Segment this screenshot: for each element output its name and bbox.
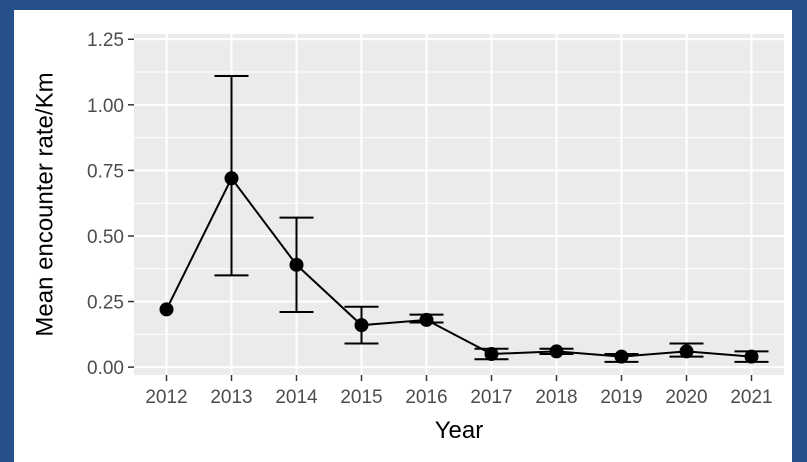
x-tick-label: 2014 <box>275 387 318 408</box>
series-line <box>165 176 752 358</box>
x-tick-label: 2019 <box>600 387 642 408</box>
x-axis: 2012 2013 2014 2015 2016 2017 2018 2019 2020 2021 <box>145 375 773 408</box>
y-tick-label: 0.25 <box>87 293 124 314</box>
data-point <box>744 349 759 364</box>
plot-background <box>134 34 784 375</box>
data-point <box>419 312 434 327</box>
data-point <box>484 347 499 362</box>
y-tick-label: 1.25 <box>87 30 124 51</box>
data-point <box>549 344 564 359</box>
x-tick-label: 2018 <box>535 387 577 408</box>
y-axis: 0.00 0.25 0.50 0.75 1.00 1.25 <box>87 30 134 379</box>
x-tick-label: 2017 <box>470 387 512 408</box>
x-tick-label: 2012 <box>145 387 187 408</box>
grid-lines <box>134 34 784 375</box>
x-tick-label: 2021 <box>730 387 772 408</box>
encounter-rate-chart: 0.000.250.500.751.001.25 2012 2013 2014 201… <box>31 30 784 444</box>
x-axis-title: Year <box>435 417 484 444</box>
x-tick-label: 2013 <box>210 387 252 408</box>
chart-panel: 0.00 0.25 0.50 0.75 1.00 1.25 2012 2013 2014 201… <box>14 10 792 462</box>
data-point <box>159 302 174 317</box>
data-point <box>354 318 369 333</box>
y-tick-label: 0.75 <box>87 161 124 182</box>
x-tick-label: 2015 <box>340 387 382 408</box>
x-tick-label: 2020 <box>665 387 707 408</box>
y-tick-label: 0.50 <box>87 227 124 248</box>
y-tick-label: 0.00 <box>87 358 124 379</box>
y-axis-title: Mean encounter rate/Km <box>31 72 58 336</box>
data-points <box>159 171 759 364</box>
data-point <box>679 344 694 359</box>
data-point <box>614 349 629 364</box>
x-tick-label: 2016 <box>405 387 447 408</box>
data-point <box>224 171 239 186</box>
data-point <box>289 257 304 272</box>
y-tick-label: 1.00 <box>87 96 124 117</box>
